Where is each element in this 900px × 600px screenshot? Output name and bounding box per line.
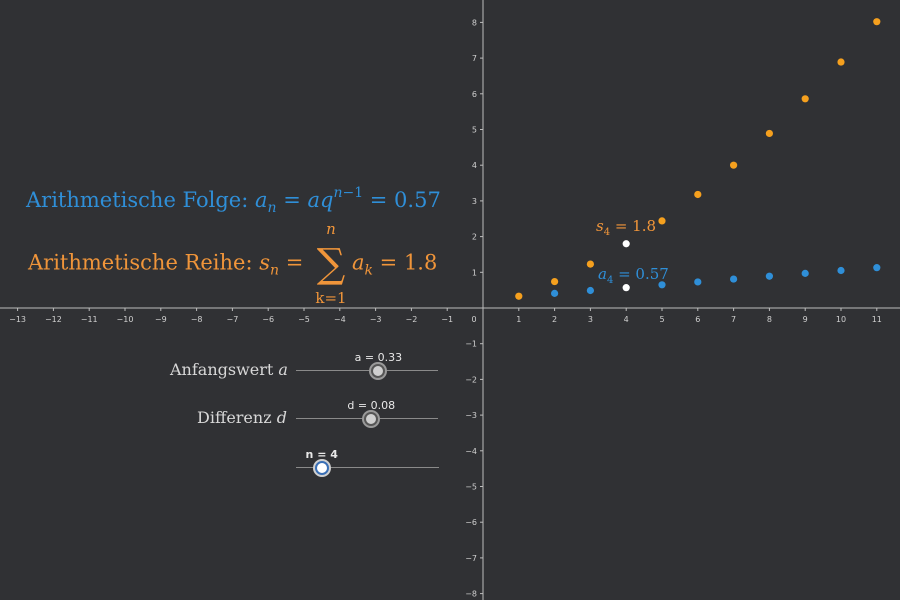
x-tick-label: 3 — [588, 315, 593, 324]
data-point — [658, 281, 666, 289]
slider-a-label: Anfangswert a — [170, 360, 288, 379]
x-tick-label: 6 — [695, 315, 700, 324]
data-point — [551, 277, 559, 286]
y-tick-label: 2 — [472, 233, 477, 242]
slider-a-value: a = 0.33 — [354, 351, 403, 364]
y-tick-label: −7 — [465, 554, 477, 563]
data-point — [658, 217, 666, 225]
data-point — [801, 95, 809, 103]
y-tick-label: −6 — [465, 518, 477, 527]
data-point — [622, 284, 630, 292]
y-tick-label: 5 — [472, 126, 477, 135]
y-tick-label: 8 — [472, 18, 477, 27]
data-point — [873, 18, 881, 26]
y-tick-label: −4 — [465, 447, 477, 456]
x-tick-label: 5 — [659, 315, 664, 324]
data-point — [837, 58, 845, 66]
x-tick-label: 9 — [803, 315, 808, 324]
y-tick-label: −2 — [465, 375, 477, 384]
y-tick-label: 4 — [472, 161, 477, 170]
data-point — [551, 289, 559, 297]
slider-d-label: Differenz d — [197, 408, 287, 427]
x-tick-label: 11 — [872, 315, 882, 324]
slider-n-value: n = 4 — [305, 448, 338, 461]
x-tick-label: 10 — [836, 315, 846, 324]
x-tick-label: −1 — [441, 315, 453, 324]
point-annotation: s4 = 1.8 — [596, 217, 656, 238]
x-tick-label: 0 — [471, 315, 476, 324]
y-tick-label: 1 — [472, 268, 477, 277]
data-point — [730, 161, 738, 169]
y-tick-label: −8 — [465, 590, 477, 599]
x-tick-label: −2 — [406, 315, 418, 324]
x-tick-label: −9 — [155, 315, 167, 324]
x-tick-label: −13 — [9, 315, 26, 324]
y-tick-label: −5 — [465, 483, 477, 492]
data-point — [837, 266, 845, 275]
data-point — [765, 129, 774, 138]
y-tick-label: 7 — [472, 54, 477, 63]
x-tick-label: −10 — [117, 315, 134, 324]
sum-symbol: n ∑ k=1 — [315, 220, 347, 307]
x-tick-label: −8 — [191, 315, 203, 324]
slider-n-handle[interactable] — [314, 461, 329, 475]
data-point — [730, 275, 738, 283]
x-tick-label: −6 — [262, 315, 274, 324]
point-annotation: a4 = 0.57 — [598, 265, 669, 286]
data-point — [586, 260, 595, 268]
slider-a-handle[interactable] — [371, 364, 386, 378]
data-point — [622, 240, 630, 248]
x-tick-label: 7 — [731, 315, 736, 324]
slider-d-value: d = 0.08 — [347, 399, 396, 412]
x-tick-label: −12 — [45, 315, 62, 324]
series-formula: Arithmetische Reihe: sn = n ∑ k=1 ak = 1.8 — [28, 220, 438, 307]
slider-a-track[interactable] — [296, 370, 438, 371]
x-tick-label: 2 — [552, 315, 557, 324]
x-tick-label: 1 — [516, 315, 521, 324]
x-tick-label: −11 — [81, 315, 98, 324]
data-point — [801, 269, 809, 277]
x-tick-label: −3 — [370, 315, 382, 324]
data-point — [515, 292, 523, 300]
y-tick-label: −1 — [465, 340, 477, 349]
slider-n-track[interactable] — [296, 467, 439, 468]
data-point — [694, 278, 702, 286]
x-tick-label: −4 — [334, 315, 346, 324]
data-point — [873, 264, 881, 272]
y-tick-label: 6 — [472, 90, 477, 99]
x-tick-label: 4 — [624, 315, 629, 324]
x-tick-label: −7 — [227, 315, 239, 324]
slider-d-handle[interactable] — [364, 412, 379, 426]
data-point — [694, 190, 702, 199]
y-tick-label: 3 — [472, 197, 477, 206]
x-tick-label: 8 — [767, 315, 772, 324]
x-tick-label: −5 — [298, 315, 310, 324]
data-point — [765, 272, 774, 280]
y-tick-label: −3 — [465, 411, 477, 420]
data-point — [586, 286, 595, 295]
sequence-formula: Arithmetische Folge: an = aqn−1 = 0.57 — [26, 185, 441, 216]
